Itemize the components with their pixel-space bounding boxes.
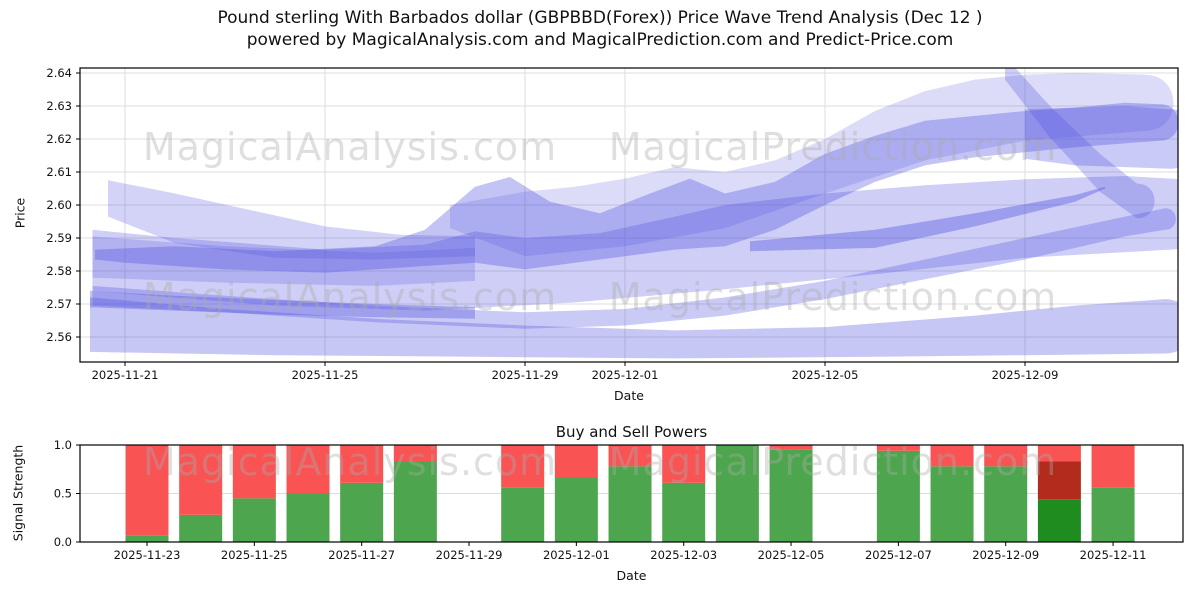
price-ytick-label: 2.58 — [46, 264, 72, 278]
price-band-left-medium-band — [92, 236, 475, 286]
signal-bar-segment-red — [125, 445, 169, 536]
signal-bar-segment-red — [179, 445, 223, 515]
price-xtick-label: 2025-11-21 — [92, 368, 159, 382]
price-xaxis-label: Date — [614, 388, 644, 403]
price-xtick-label: 2025-12-01 — [592, 368, 659, 382]
signal-xtick-label: 2025-12-11 — [1080, 548, 1147, 562]
signal-bar-segment-green — [876, 450, 920, 542]
signal-bar-segment-red — [232, 445, 276, 499]
signal-xtick-label: 2025-12-03 — [650, 548, 717, 562]
price-band-diagonal-descender — [1005, 68, 1155, 219]
figure-title-line1: Pound sterling With Barbados dollar (GBP… — [217, 8, 983, 28]
signal-xaxis-label: Date — [616, 568, 647, 583]
signal-bar-segment-green — [179, 514, 223, 542]
signal-bar-segment-green — [286, 493, 330, 542]
figure-title: Pound sterling With Barbados dollar (GBP… — [0, 7, 1200, 51]
signal-bar-segment-red — [286, 445, 330, 494]
signal-bar-segment-darkred — [1037, 461, 1081, 500]
price-band-right-upper-capsule — [1025, 106, 1178, 169]
signal-bar-segment-red — [1091, 445, 1135, 488]
price-band-dark-rising-core — [92, 208, 1176, 329]
price-axis-label: Price — [12, 197, 28, 229]
signal-bar-segment-green — [769, 449, 813, 542]
price-ytick-label: 2.59 — [46, 231, 72, 245]
signal-bar-segment-green — [715, 445, 759, 542]
signal-bar-segment-green — [340, 482, 384, 542]
price-band-top-light-fan — [450, 73, 1174, 257]
price-ytick-label: 2.56 — [46, 330, 72, 344]
price-band-left-dark-stripe — [90, 290, 475, 319]
price-band-left-fan — [108, 180, 475, 260]
signal-xtick-label: 2025-12-07 — [865, 548, 932, 562]
signal-xtick-label: 2025-11-25 — [221, 548, 288, 562]
signal-bar-segment-red — [769, 445, 813, 450]
signal-bar-segment-red — [1037, 445, 1081, 462]
price-band-mid-wide-band — [92, 176, 1178, 311]
price-ytick-label: 2.64 — [46, 66, 72, 80]
signal-bar-segment-red — [608, 445, 652, 467]
signal-bar-segment-green — [125, 535, 169, 542]
signal-bar-segment-green — [393, 461, 437, 542]
signal-bar-segment-red — [393, 445, 437, 462]
signal-axis-label: Signal Strength — [10, 444, 26, 542]
signal-ytick-label: 0.0 — [54, 535, 72, 549]
price-plot-frame — [79, 67, 1179, 363]
signal-xtick-label: 2025-12-01 — [543, 548, 610, 562]
signal-ytick-label: 0.5 — [54, 487, 72, 501]
signal-bar-segment-green — [554, 477, 598, 542]
signal-bar-segment-green — [608, 466, 652, 542]
signal-bar-segment-red — [930, 445, 974, 467]
signal-xtick-label: 2025-11-29 — [436, 548, 503, 562]
signal-xtick-label: 2025-12-05 — [758, 548, 825, 562]
price-ytick-label: 2.61 — [46, 165, 72, 179]
price-ytick-label: 2.63 — [46, 99, 72, 113]
signal-ytick-label: 1.0 — [54, 438, 72, 452]
price-band-upper-wave-band — [95, 102, 1178, 273]
signal-bar-segment-green — [232, 498, 276, 542]
signal-bar-segment-red — [340, 445, 384, 483]
price-xtick-label: 2025-12-09 — [992, 368, 1059, 382]
figure-title-line2: powered by MagicalAnalysis.com and Magic… — [246, 30, 954, 50]
signal-bar-segment-green — [930, 466, 974, 542]
price-ytick-label: 2.62 — [46, 132, 72, 146]
price-xtick-label: 2025-11-29 — [492, 368, 559, 382]
price-band-bottom-flat-band — [90, 297, 1178, 359]
signal-bar-segment-darkgreen — [1037, 499, 1081, 542]
price-ytick-label: 2.60 — [46, 198, 72, 212]
signal-bar-segment-red — [501, 445, 545, 488]
signal-bar-segment-green — [501, 487, 545, 542]
signal-bar-segment-green — [1091, 487, 1135, 542]
signal-chart-title: Buy and Sell Powers — [555, 423, 708, 441]
price-xtick-label: 2025-12-05 — [792, 368, 859, 382]
signal-bar-segment-red — [662, 445, 706, 483]
price-ytick-label: 2.57 — [46, 297, 72, 311]
signal-xtick-label: 2025-12-09 — [972, 548, 1039, 562]
signal-bar-segment-green — [662, 482, 706, 542]
price-band-taper-sliver — [750, 186, 1105, 252]
price-xtick-label: 2025-11-25 — [292, 368, 359, 382]
signal-bar-segment-red — [984, 445, 1028, 467]
signal-xtick-label: 2025-11-27 — [328, 548, 395, 562]
signal-bar-segment-red — [554, 445, 598, 478]
signal-bar-segment-red — [876, 445, 920, 451]
signal-xtick-label: 2025-11-23 — [114, 548, 181, 562]
signal-bar-segment-green — [984, 466, 1028, 542]
